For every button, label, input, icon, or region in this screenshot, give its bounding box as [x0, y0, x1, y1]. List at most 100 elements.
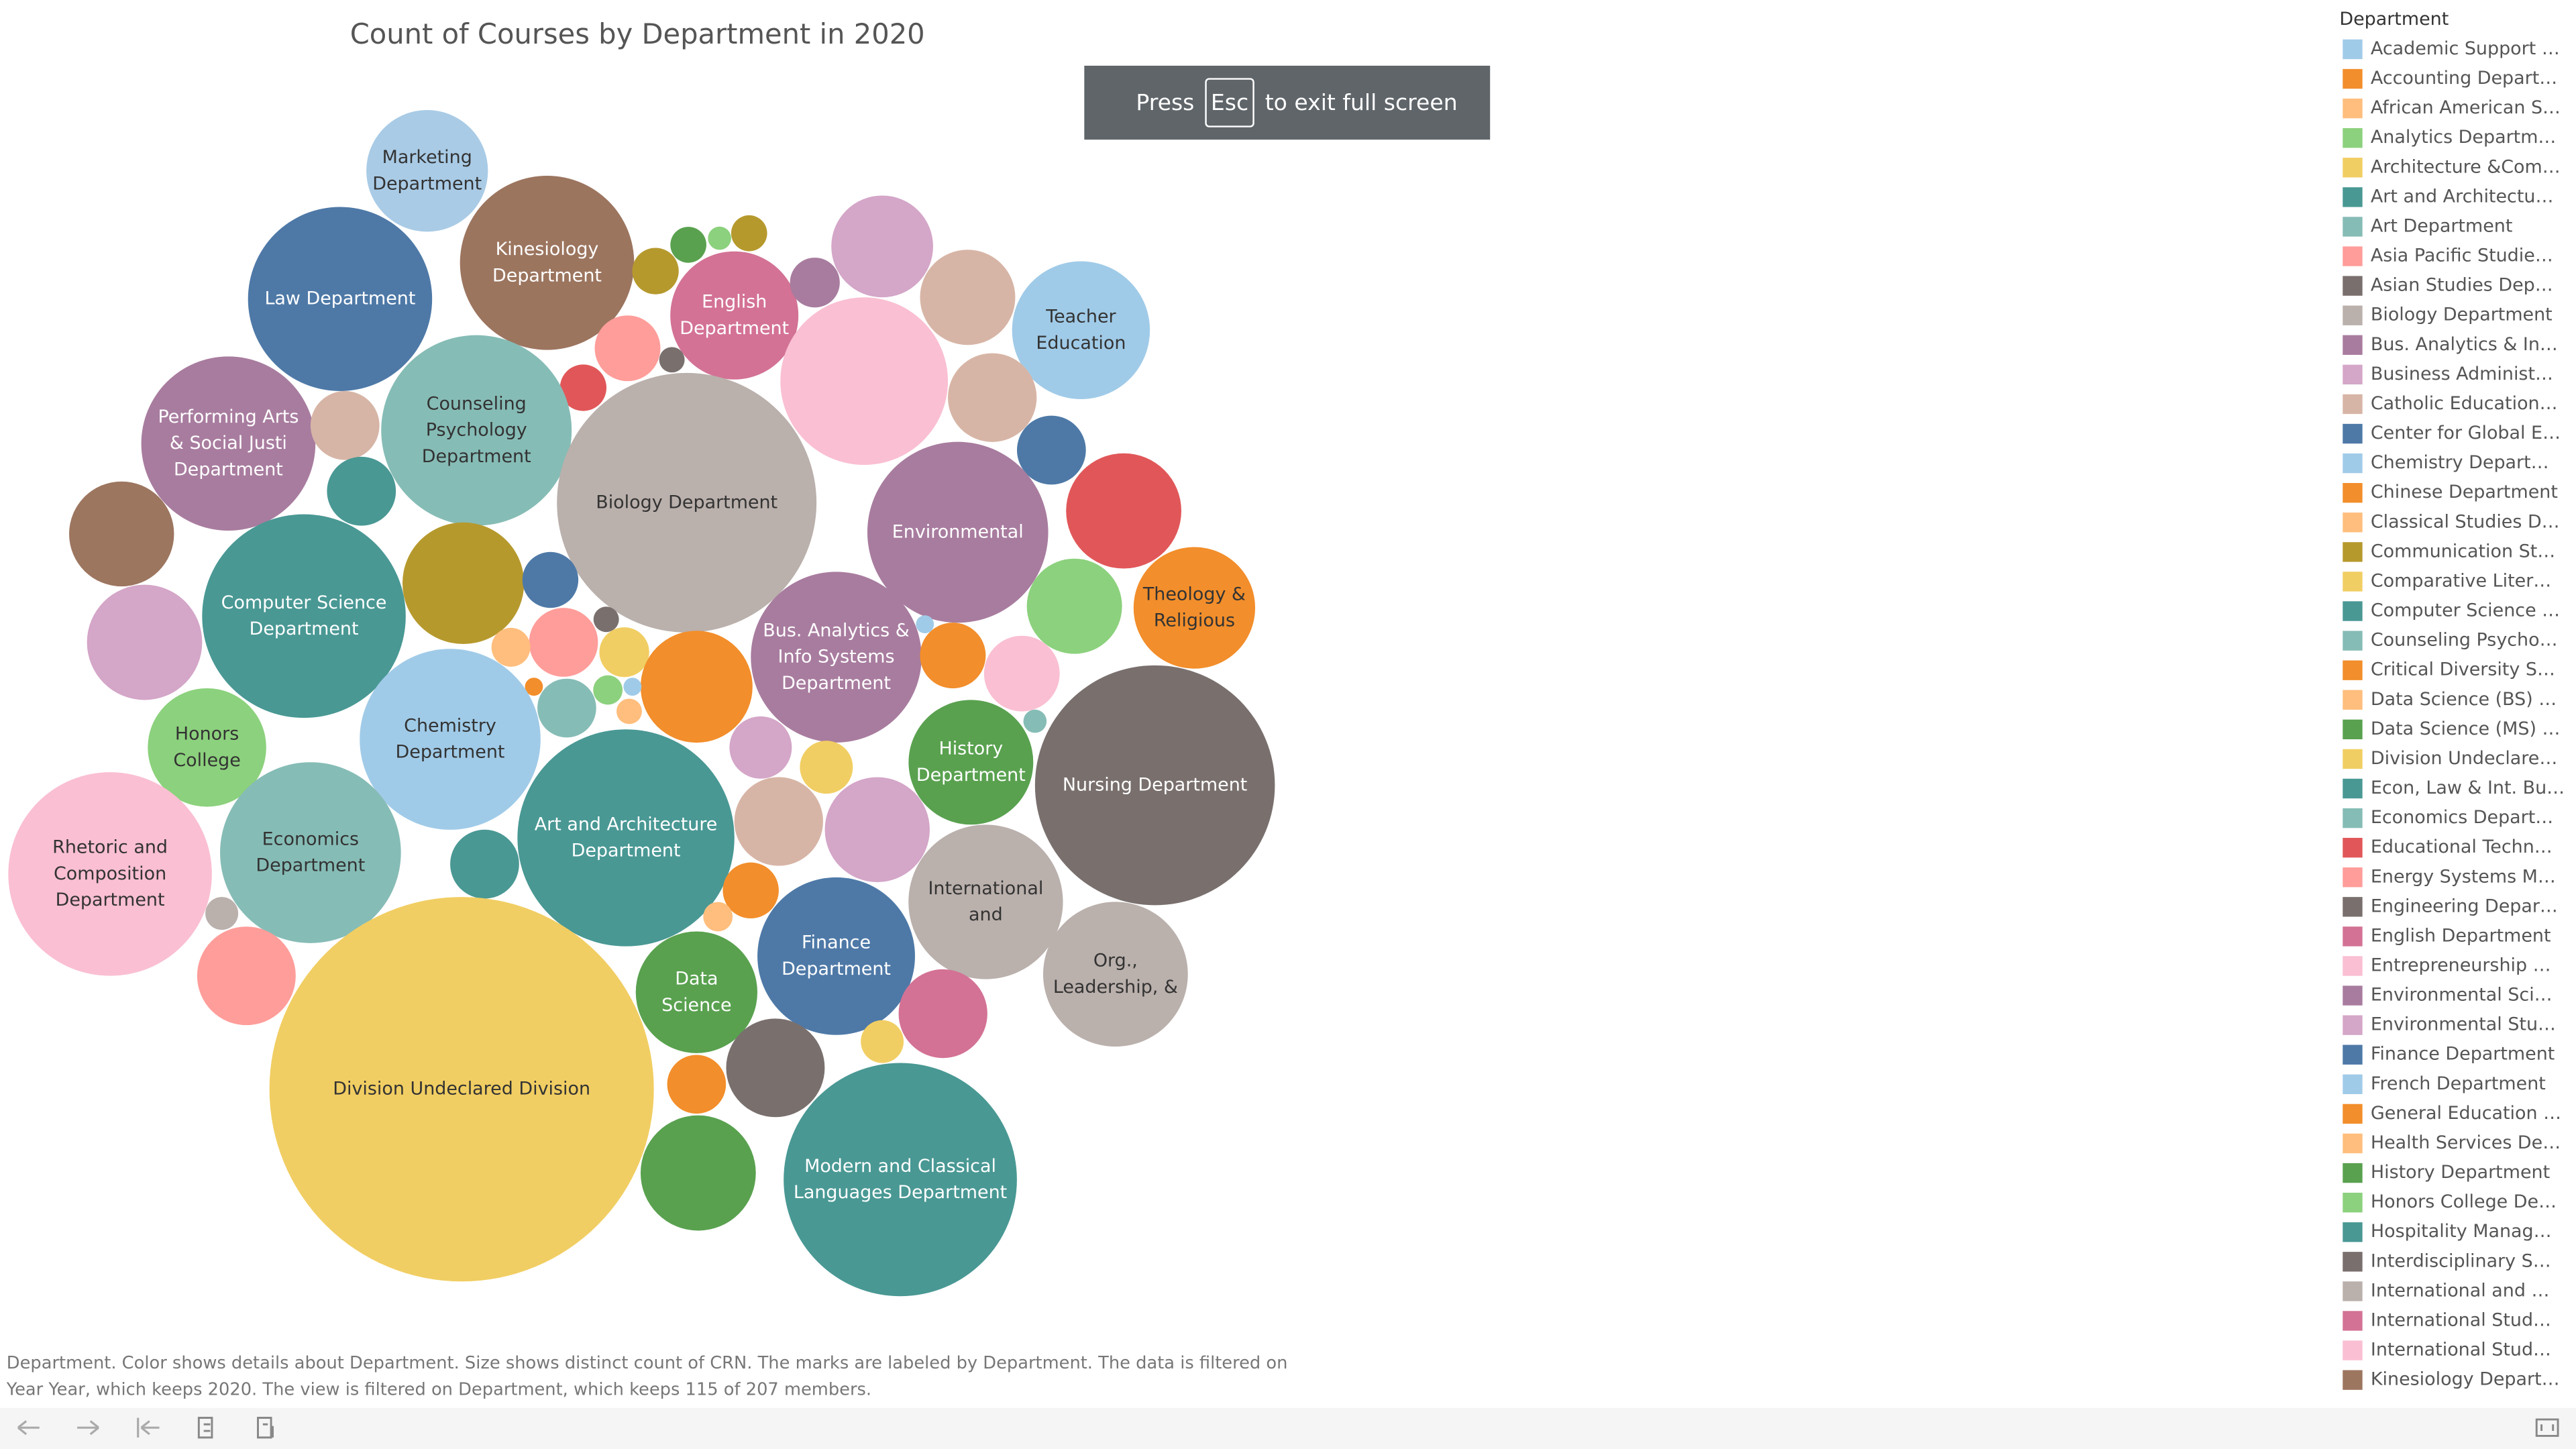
legend-swatch — [2343, 956, 2363, 976]
label-line: Division Undeclared Division — [333, 1078, 590, 1099]
legend-swatch — [2343, 128, 2363, 148]
label-line: Biology Department — [596, 492, 777, 513]
label-line: Department — [250, 618, 359, 639]
legend-label: International Stud… — [2371, 1340, 2551, 1360]
legend-label: Hospitality Manag… — [2371, 1221, 2552, 1242]
label-line: Info Systems — [778, 646, 895, 667]
bubble — [734, 777, 823, 866]
bubble-label: International and — [928, 877, 1043, 924]
legend-swatch — [2343, 926, 2363, 947]
legend-swatch — [2343, 808, 2363, 828]
legend-swatch — [2343, 246, 2363, 266]
legend-label: French Department — [2371, 1073, 2546, 1094]
bubble — [87, 584, 203, 700]
legend-label: General Education … — [2371, 1103, 2561, 1124]
bubble — [670, 227, 706, 263]
bubble — [517, 729, 735, 947]
pause-button[interactable] — [257, 1417, 274, 1439]
legend-swatch — [2343, 867, 2363, 888]
legend-swatch — [2343, 68, 2363, 89]
redo-button[interactable] — [77, 1420, 99, 1436]
legend-label: Art and Architectu… — [2371, 186, 2554, 207]
label-line: Department — [782, 672, 891, 693]
label-line: Teacher — [1045, 306, 1116, 327]
bubble-label: Nursing Department — [1063, 774, 1247, 795]
bubble — [659, 347, 685, 373]
legend-label: Finance Department — [2371, 1044, 2555, 1065]
label-line: Chemistry — [404, 715, 496, 736]
label-line: Law Department — [264, 288, 415, 309]
caption-line: Department. Color shows details about De… — [7, 1353, 1288, 1373]
legend-label: Architecture &Com… — [2371, 156, 2561, 177]
legend-label: Environmental Stu… — [2371, 1014, 2556, 1035]
revert-button[interactable] — [137, 1417, 160, 1438]
legend-swatch — [2343, 660, 2363, 680]
bubble — [327, 456, 396, 526]
undo-button[interactable] — [17, 1420, 40, 1436]
label-line: English — [702, 291, 767, 312]
legend-swatch — [2343, 39, 2363, 60]
legend-label: Chemistry Depart… — [2371, 452, 2549, 473]
legend-swatch — [2343, 1281, 2363, 1301]
label-line: International — [928, 877, 1043, 898]
label-line: Department — [256, 855, 365, 875]
toolbar — [0, 1407, 2576, 1449]
legend-label: Engineering Depar… — [2371, 896, 2558, 916]
label-line: Finance — [802, 932, 871, 953]
bubble — [269, 897, 654, 1282]
bubble-label: English Department — [680, 291, 789, 338]
bubble-label: Performing Arts & Social Justi Department — [158, 407, 299, 480]
legend-swatch — [2343, 1044, 2363, 1065]
bubble — [722, 862, 779, 919]
bubble — [537, 678, 596, 738]
label-line: Composition — [54, 863, 166, 883]
legend-label: Comparative Liter… — [2371, 570, 2551, 591]
bubble — [898, 969, 987, 1059]
bubble-label: Kinesiology Department — [492, 239, 602, 286]
bubble — [616, 698, 642, 724]
legend-swatch — [2343, 1370, 2363, 1390]
bubble-label: Counseling Psychology Department — [422, 393, 531, 466]
legend-swatch — [2343, 749, 2363, 769]
legend-label: Honors College De… — [2371, 1191, 2557, 1212]
label-line: Department — [372, 173, 482, 194]
label-line: Data — [675, 968, 718, 989]
label-line: Counseling — [427, 393, 527, 414]
bubble — [8, 772, 212, 976]
refresh-button[interactable] — [197, 1417, 213, 1439]
label-line: Department — [174, 459, 283, 480]
legend-label: Counseling Psycho… — [2371, 630, 2558, 651]
toolbar-bg — [0, 1407, 2576, 1449]
label-line: Languages Department — [794, 1181, 1007, 1202]
bubble — [593, 675, 623, 705]
bubble-label: Art and Architecture Department — [535, 814, 718, 861]
bubble — [1042, 902, 1188, 1047]
label-line: Marketing — [382, 147, 472, 168]
legend-label: Educational Techn… — [2371, 837, 2553, 857]
label-line: Bus. Analytics & — [763, 620, 909, 641]
bubble-chart: Marketing Department Law Department Kinesio… — [8, 110, 1275, 1297]
legend-swatch — [2343, 1074, 2363, 1095]
label-line: Honors — [175, 723, 239, 744]
bubble — [1034, 665, 1275, 906]
fullscreen-button[interactable] — [2535, 1418, 2559, 1437]
bubble — [920, 250, 1016, 345]
label-line: Department — [492, 265, 602, 286]
bubble — [800, 741, 853, 794]
bubble — [623, 678, 642, 696]
label-line: and — [969, 904, 1003, 925]
bubble — [381, 335, 572, 526]
bubble — [726, 1018, 825, 1118]
legend-swatch — [2343, 305, 2363, 325]
bubble — [310, 390, 380, 460]
legend-swatch — [2343, 276, 2363, 296]
bubble-label: History Department — [916, 738, 1026, 785]
bubble — [69, 481, 174, 587]
bubble — [635, 931, 758, 1053]
label-line: Performing Arts — [158, 407, 299, 427]
bubble — [948, 353, 1037, 442]
label-line: & Social Justi — [170, 433, 287, 453]
bubble — [1023, 709, 1047, 733]
label-line: Leadership, & — [1053, 976, 1178, 997]
